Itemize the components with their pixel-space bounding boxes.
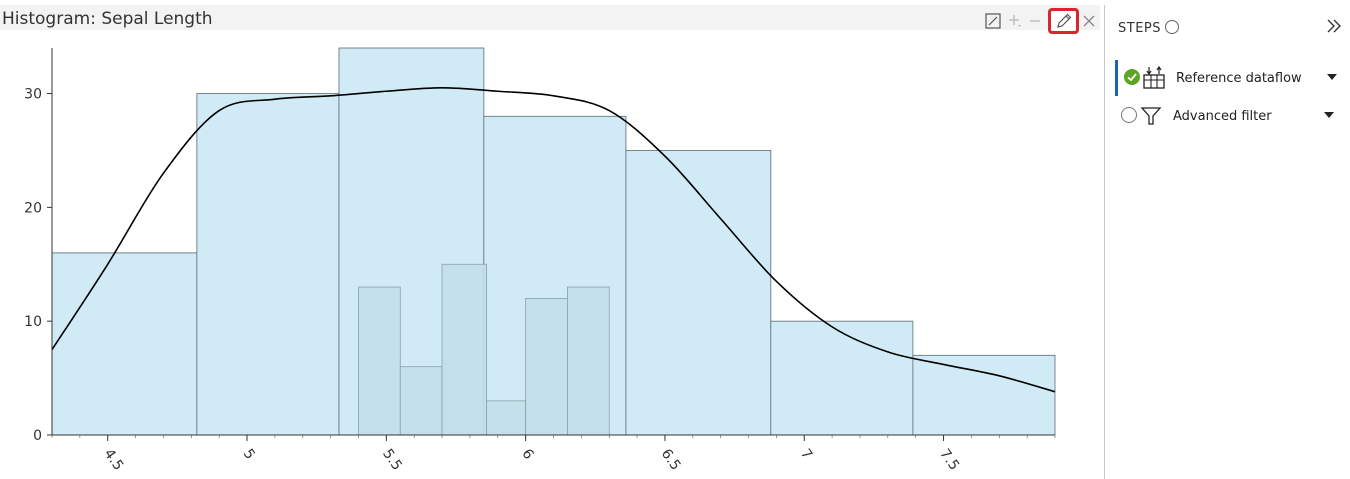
check-circle-icon [1124, 69, 1140, 85]
filter-icon [1139, 104, 1163, 128]
x-tick-label: 6.5 [658, 446, 684, 473]
dataflow-icon [1142, 65, 1166, 90]
overlay-bar-5 [567, 286, 610, 436]
histogram-bar-4 [625, 150, 772, 436]
histogram-panel: Histogram: Sepal Length [0, 5, 1100, 474]
close-icon[interactable] [1081, 8, 1097, 34]
pencil-icon [1056, 13, 1071, 28]
step-advanced-filter[interactable]: Advanced filter [1115, 98, 1345, 134]
step-label: Reference dataflow [1176, 71, 1302, 86]
overlay-bar-2 [441, 263, 488, 436]
x-tick-label: 7.5 [936, 446, 962, 473]
histogram-bar-5 [770, 320, 914, 436]
y-tick-label: 10 [24, 314, 42, 330]
overlay-bar-1 [399, 366, 443, 436]
overlay-bar-0 [358, 286, 401, 436]
empty-circle-icon [1121, 107, 1137, 123]
double-chevron-right-icon[interactable] [1323, 15, 1345, 37]
step-reference-dataflow[interactable]: Reference dataflow [1115, 60, 1348, 96]
zoom-out-icon[interactable] [1028, 8, 1042, 34]
zoom-in-icon[interactable] [1006, 8, 1024, 34]
chart-toolbar [984, 8, 1099, 34]
y-tick-label: 30 [24, 87, 42, 103]
caret-down-icon[interactable] [1327, 74, 1337, 80]
x-tick-label: 7 [797, 446, 815, 462]
chart-title-bar [0, 5, 1100, 30]
x-tick-label: 5 [240, 446, 258, 462]
steps-status-icon [1165, 20, 1179, 34]
chart-title: Histogram: Sepal Length [2, 9, 213, 29]
steps-panel: STEPS Reference dataflow [1105, 5, 1350, 479]
y-tick-label: 0 [33, 428, 42, 444]
steps-header: STEPS [1118, 21, 1161, 36]
panel-divider [1104, 5, 1105, 479]
x-tick-label: 5.5 [379, 446, 405, 473]
expand-icon[interactable] [984, 8, 1002, 34]
density-curve [51, 87, 1056, 393]
y-tick-label: 20 [24, 200, 42, 216]
x-tick-label: 4.5 [100, 446, 126, 473]
histogram-bar-1 [196, 93, 340, 436]
step-label: Advanced filter [1173, 109, 1272, 124]
histogram-bar-6 [912, 354, 1056, 436]
histogram-bar-0 [51, 252, 198, 436]
histogram-chart: 0 10 20 30 4.5 5 5.5 6 6.5 7 7.5 [24, 47, 1056, 474]
edit-pencil-button[interactable] [1048, 8, 1079, 34]
density-curve-line [51, 87, 1056, 393]
overlay-bars [358, 263, 610, 436]
overlay-bar-3 [486, 400, 527, 436]
x-tick-label: 6 [518, 446, 536, 463]
caret-down-icon[interactable] [1324, 112, 1334, 118]
overlay-bar-4 [525, 298, 568, 436]
